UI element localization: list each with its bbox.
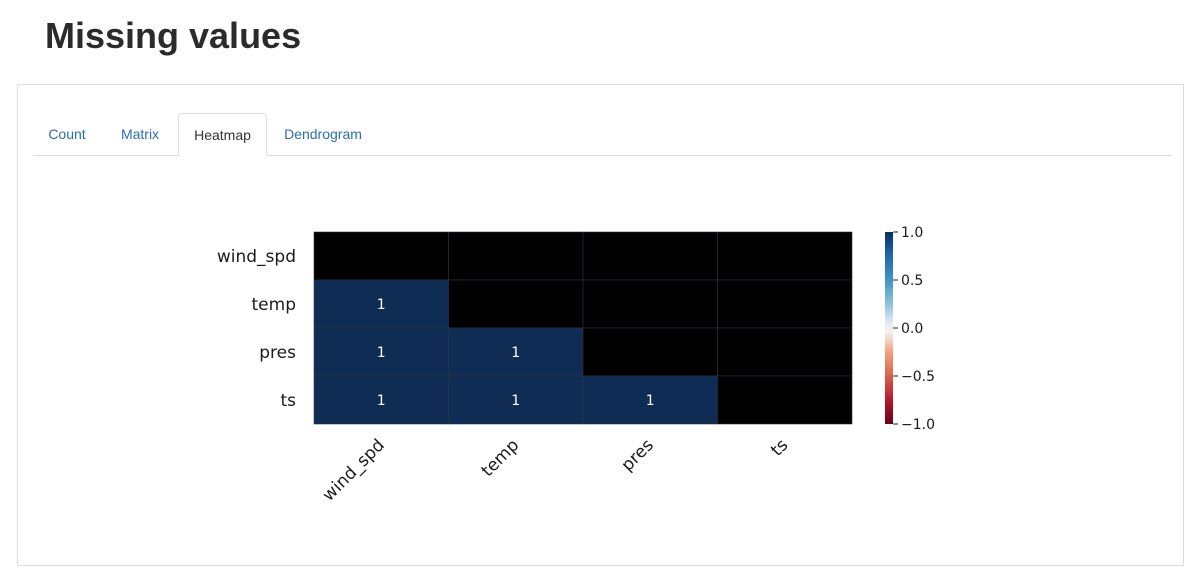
cell-value-label: 1	[377, 297, 386, 313]
heatmap-cell	[313, 327, 449, 377]
heatmap-cell	[582, 327, 718, 377]
heatmap-cell	[582, 231, 718, 281]
colorbar-tick-label: 0.5	[901, 273, 923, 289]
heatmap-cell	[448, 279, 584, 329]
tab-dendrogram[interactable]: Dendrogram	[284, 126, 362, 142]
row-label: pres	[259, 343, 296, 363]
cell-value-label: 1	[377, 345, 386, 361]
colorbar-tick-label: −0.5	[901, 369, 935, 385]
heatmap-cell	[717, 375, 853, 425]
heatmap-cell	[448, 231, 584, 281]
heatmap-cell	[313, 375, 449, 425]
page-title: Missing values	[45, 15, 302, 56]
colorbar-tick-label: 1.0	[901, 225, 923, 241]
row-label: wind_spd	[217, 247, 296, 267]
colorbar-tick-label: −1.0	[901, 417, 935, 433]
heatmap-cell	[448, 327, 584, 377]
row-label: ts	[280, 391, 296, 411]
heatmap-cell	[313, 231, 449, 281]
column-label: temp	[478, 435, 524, 481]
heatmap-cell	[448, 375, 584, 425]
column-label: wind_spd	[319, 435, 389, 505]
heatmap-cell	[582, 279, 718, 329]
heatmap-cell	[717, 327, 853, 377]
cell-value-label: 1	[646, 393, 655, 409]
tab-count[interactable]: Count	[48, 126, 86, 142]
colorbar: 1.0 0.5 0.0 −0.5 −1.0	[885, 225, 935, 433]
row-label: temp	[252, 295, 296, 315]
cell-value-label: 1	[377, 393, 386, 409]
cell-value-label: 1	[511, 345, 520, 361]
tab-bar: Count Matrix Heatmap Dendrogram	[33, 113, 1172, 156]
colorbar-gradient	[885, 232, 893, 424]
tab-matrix[interactable]: Matrix	[120, 126, 160, 142]
heatmap-cell	[582, 375, 718, 425]
cell-value-label: 1	[511, 393, 520, 409]
column-label: ts	[767, 435, 792, 460]
heatmap-cell	[717, 231, 853, 281]
tab-heatmap[interactable]: Heatmap	[178, 113, 267, 156]
colorbar-tick-label: 0.0	[901, 321, 923, 337]
heatmap-cell	[717, 279, 853, 329]
column-label: pres	[618, 435, 658, 475]
